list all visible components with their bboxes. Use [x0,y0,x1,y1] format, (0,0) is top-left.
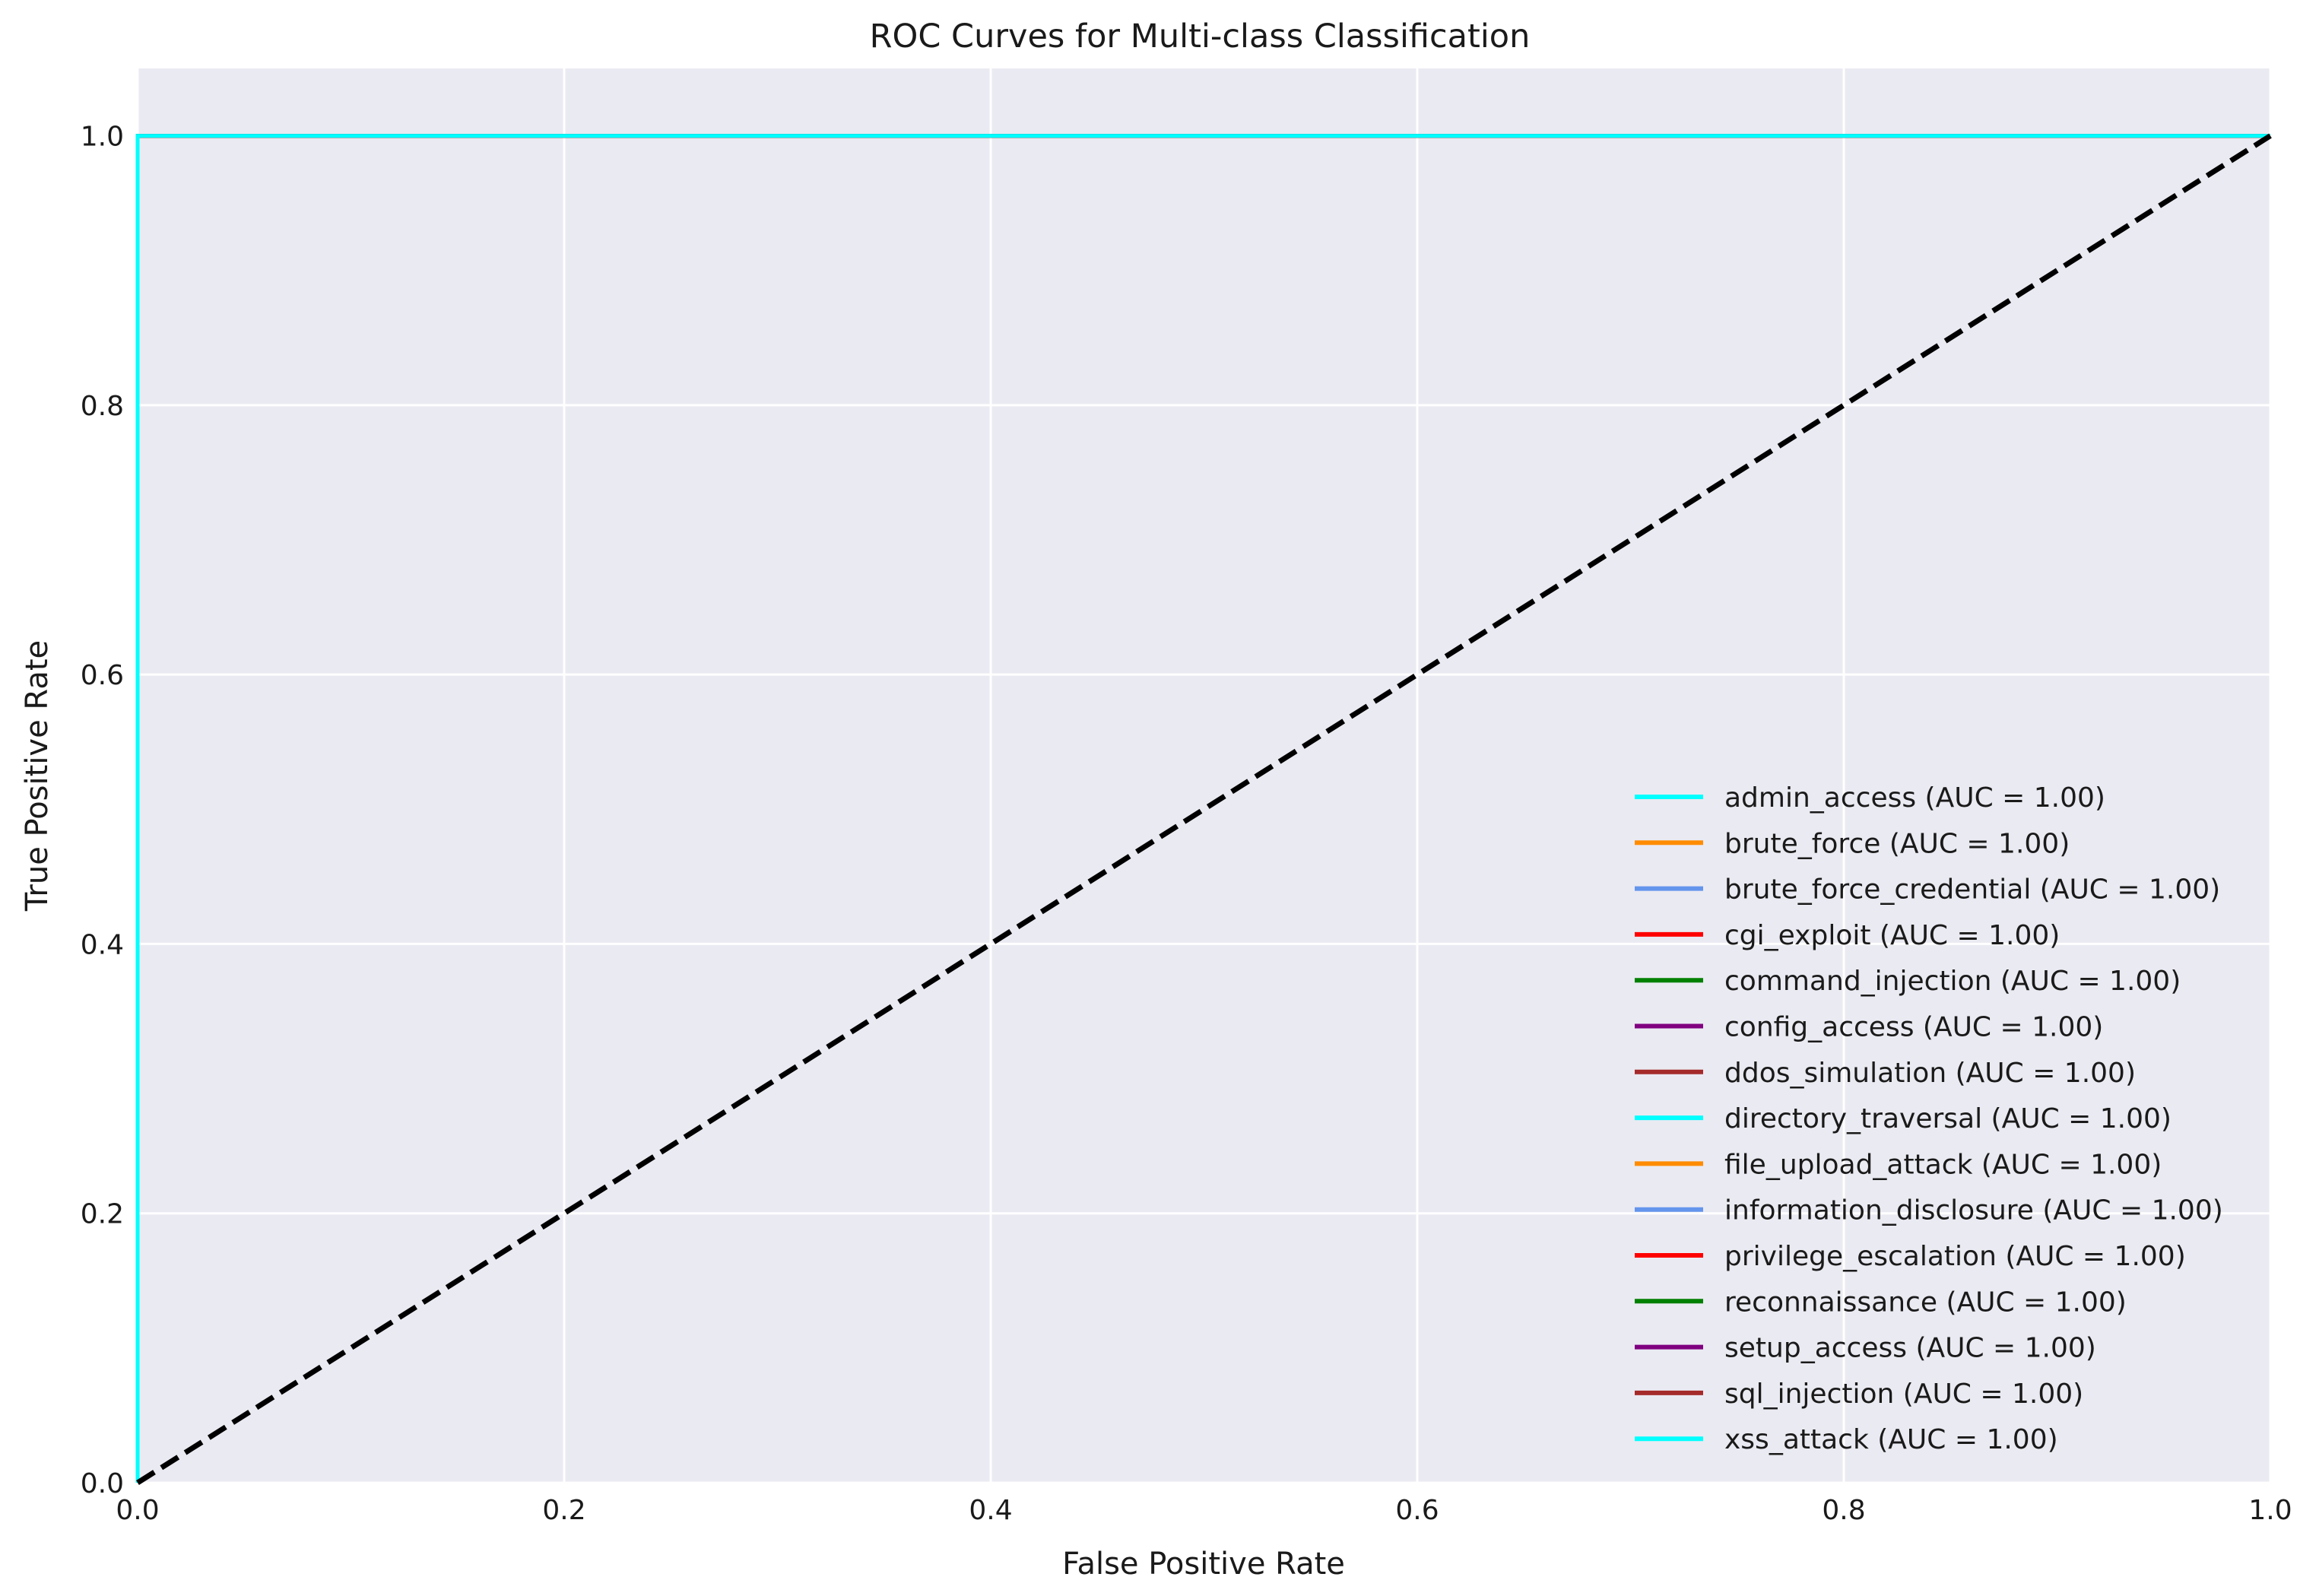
y-tick-label: 0.4 [81,929,124,960]
legend-label: privilege_escalation (AUC = 1.00) [1724,1241,2186,1272]
x-tick-label: 1.0 [2248,1495,2292,1526]
legend-label: reconnaissance (AUC = 1.00) [1724,1287,2127,1318]
y-tick-label: 0.6 [81,660,124,691]
legend-label: file_upload_attack (AUC = 1.00) [1724,1149,2162,1180]
x-tick-label: 0.2 [542,1495,585,1526]
axis-ticks: 0.0 0.2 0.4 0.6 0.8 1.0 0.0 0.2 0.4 0.6 0.8 1.0 [81,122,2292,1526]
roc-curve-line [135,134,2270,1483]
legend-label: config_access (AUC = 1.00) [1724,1012,2103,1043]
y-tick-label: 1.0 [81,122,124,153]
legend-label: cgi_exploit (AUC = 1.00) [1724,920,2060,951]
roc-series [135,134,2270,1483]
x-tick-label: 0.4 [969,1495,1012,1526]
legend-label: brute_force_credential (AUC = 1.00) [1724,874,2220,906]
grid-lines [136,68,2272,1484]
legend-label: admin_access (AUC = 1.00) [1724,782,2105,814]
chart-title: ROC Curves for Multi-class Classificatio… [870,17,1531,56]
x-tick-label: 0.8 [1822,1495,1865,1526]
y-tick-label: 0.2 [81,1199,124,1230]
legend: admin_access (AUC = 1.00) brute_force (AU… [1635,782,2223,1455]
legend-label: sql_injection (AUC = 1.00) [1724,1379,2083,1410]
x-tick-label: 0.0 [116,1495,159,1526]
legend-label: directory_traversal (AUC = 1.00) [1724,1103,2172,1134]
legend-label: setup_access (AUC = 1.00) [1724,1333,2096,1364]
y-tick-label: 0.8 [81,391,124,422]
legend-label: command_injection (AUC = 1.00) [1724,966,2181,997]
y-axis-label: True Positive Rate [20,640,55,912]
x-axis-label: False Positive Rate [1062,1547,1345,1582]
legend-label: ddos_simulation (AUC = 1.00) [1724,1058,2136,1089]
legend-label: xss_attack (AUC = 1.00) [1724,1424,2058,1455]
x-tick-label: 0.6 [1395,1495,1439,1526]
legend-label: brute_force (AUC = 1.00) [1724,828,2070,859]
legend-label: information_disclosure (AUC = 1.00) [1724,1195,2223,1226]
y-tick-label: 0.0 [81,1468,124,1499]
plot-background [138,68,2270,1483]
